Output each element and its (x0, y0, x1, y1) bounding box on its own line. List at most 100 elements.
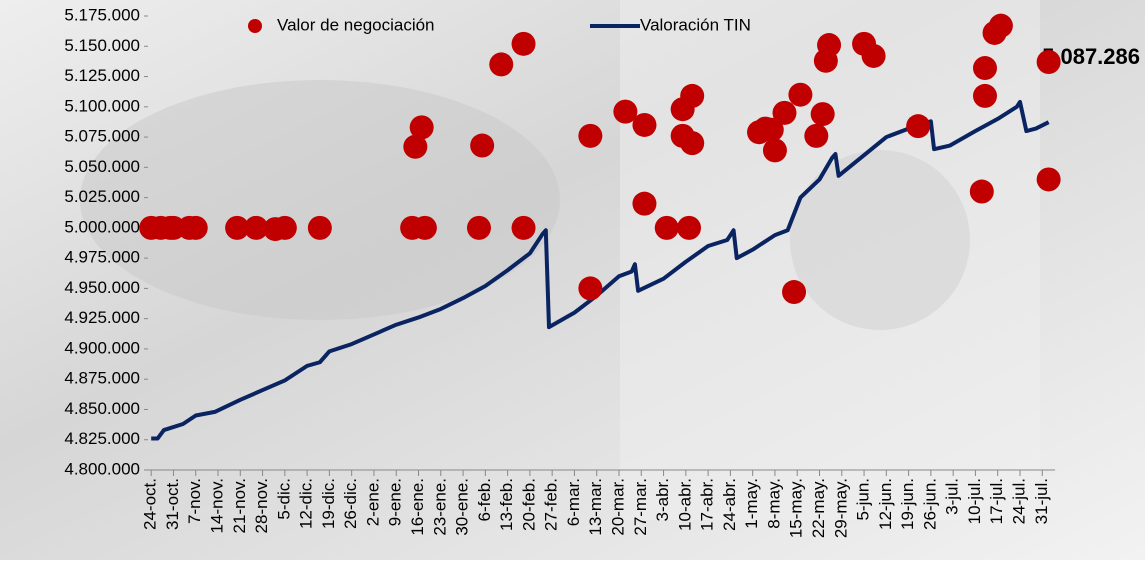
x-tick-label: 5-jun. (854, 478, 873, 521)
x-tick-label: 12-jun. (876, 478, 895, 530)
y-tick-label: 4.900.000 (64, 338, 140, 357)
point (632, 191, 657, 216)
x-tick-label: 15-may. (787, 478, 806, 538)
point (511, 31, 536, 56)
x-tick-label: 5-dic. (274, 478, 293, 520)
x-tick-label: 26-dic. (341, 478, 360, 529)
x-tick-label: 9-ene. (386, 478, 405, 526)
x-tick-label: 28-nov. (252, 478, 271, 533)
x-tick-label: 27-mar. (631, 478, 650, 536)
x-tick-label: 6-feb. (475, 478, 494, 521)
point (788, 82, 813, 107)
point (1036, 167, 1061, 192)
x-tick-label: 2-ene. (363, 478, 382, 526)
point (988, 13, 1013, 38)
point (680, 131, 705, 156)
x-tick-label: 1-may. (742, 478, 761, 529)
legend-label: Valoración TIN (640, 15, 751, 34)
point (762, 138, 787, 163)
x-tick-label: 10-abr. (675, 478, 694, 531)
point (613, 99, 638, 124)
point (759, 117, 784, 142)
point (412, 215, 437, 240)
x-tick-label: 31-oct. (163, 478, 182, 530)
point (972, 56, 997, 81)
x-tick-label: 24-jul. (1009, 478, 1028, 524)
x-tick-label: 20-mar. (608, 478, 627, 536)
y-tick-label: 5.000.000 (64, 217, 140, 236)
point (466, 215, 491, 240)
x-tick-label: 26-jun. (920, 478, 939, 530)
point (972, 83, 997, 108)
x-tick-label: 12-dic. (297, 478, 316, 529)
x-tick-label: 24-oct. (141, 478, 160, 530)
point (804, 123, 829, 148)
y-tick-label: 5.100.000 (64, 96, 140, 115)
x-tick-label: 14-nov. (207, 478, 226, 533)
x-tick-label: 21-nov. (230, 478, 249, 533)
point (680, 83, 705, 108)
point (772, 100, 797, 125)
legend: Valor de negociación Valoración TIN (248, 15, 751, 34)
point (470, 133, 495, 158)
point (654, 215, 679, 240)
y-tick-label: 4.925.000 (64, 308, 140, 327)
point (409, 115, 434, 140)
x-tick-label: 17-abr. (698, 478, 717, 531)
point (632, 112, 657, 137)
y-tick-label: 5.025.000 (64, 187, 140, 206)
x-tick-label: 7-nov. (185, 478, 204, 524)
x-tick-label: 22-may. (809, 478, 828, 538)
legend-marker (248, 19, 262, 33)
point (677, 215, 702, 240)
point (817, 33, 842, 58)
x-tick-label: 3-jul. (943, 478, 962, 515)
x-tick-label: 16-ene. (408, 478, 427, 536)
background-shape (80, 80, 560, 320)
x-tick-label: 31-jul. (1032, 478, 1051, 524)
x-tick-label: 8-may. (764, 478, 783, 529)
y-tick-label: 4.800.000 (64, 459, 140, 478)
x-tick-label: 20-feb. (519, 478, 538, 531)
x-tick-label: 23-ene. (430, 478, 449, 536)
x-tick-label: 27-feb. (542, 478, 561, 531)
x-tick-label: 13-feb. (497, 478, 516, 531)
point (272, 215, 297, 240)
point (489, 52, 514, 77)
x-tick-label: 13-mar. (586, 478, 605, 536)
x-tick-label: 3-abr. (653, 478, 672, 521)
y-tick-label: 4.950.000 (64, 278, 140, 297)
y-tick-label: 5.125.000 (64, 66, 140, 85)
y-tick-label: 4.825.000 (64, 429, 140, 448)
x-tick-label: 10-jul. (965, 478, 984, 524)
x-tick-label: 29-may. (831, 478, 850, 538)
point (225, 215, 250, 240)
y-tick-label: 4.850.000 (64, 399, 140, 418)
x-tick-label: 24-abr. (720, 478, 739, 531)
point (578, 123, 603, 148)
x-tick-label: 19-dic. (319, 478, 338, 529)
x-tick-label: 6-mar. (564, 478, 583, 526)
y-tick-label: 4.875.000 (64, 369, 140, 388)
point (244, 215, 269, 240)
y-tick-label: 5.150.000 (64, 36, 140, 55)
point (307, 215, 332, 240)
legend-label: Valor de negociación (277, 15, 435, 34)
point (1036, 50, 1061, 75)
point (969, 179, 994, 204)
point (578, 276, 603, 301)
point (403, 134, 428, 159)
background-shape (790, 150, 970, 330)
x-tick-label: 17-jul. (987, 478, 1006, 524)
y-tick-label: 4.975.000 (64, 248, 140, 267)
point (810, 102, 835, 127)
point (906, 114, 931, 139)
point (861, 43, 886, 68)
y-tick-label: 5.050.000 (64, 157, 140, 176)
y-tick-label: 5.075.000 (64, 127, 140, 146)
y-tick-label: 5.175.000 (64, 5, 140, 24)
point (183, 215, 208, 240)
x-tick-label: 30-ene. (453, 478, 472, 536)
point (782, 280, 807, 305)
